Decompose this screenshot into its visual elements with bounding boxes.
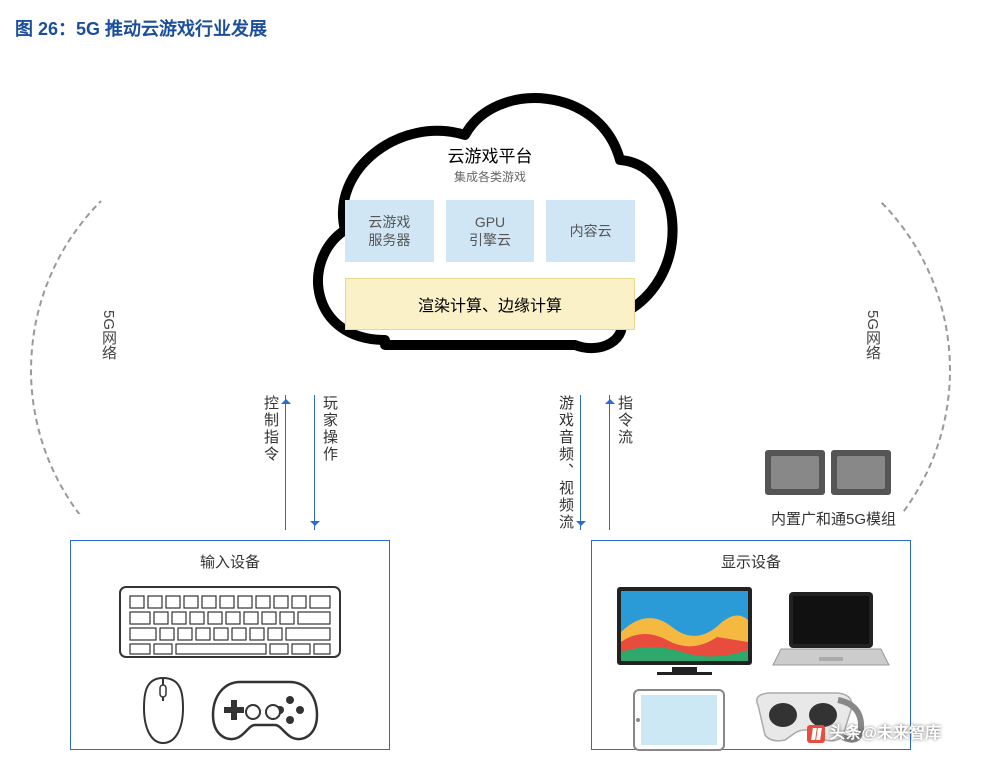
cloud-box-server: 云游戏服务器 (345, 200, 434, 262)
arc-left-label: 5G网络 (98, 310, 119, 360)
cloud-title: 云游戏平台 (290, 142, 690, 167)
keyboard-icon (115, 582, 345, 662)
toutiao-icon (807, 725, 825, 743)
flow-left-up: 控制指令 (260, 395, 286, 530)
cloud-box-row: 云游戏服务器 GPU引擎云 内容云 (345, 200, 635, 262)
figure-number: 图 26： (15, 19, 76, 39)
watermark: 头条@未来智库 (807, 719, 941, 743)
gamepad-icon (205, 670, 325, 750)
arrow-up-icon (609, 395, 610, 530)
cloud-render-box: 渲染计算、边缘计算 (345, 278, 635, 330)
display-device-title: 显示设备 (592, 541, 910, 578)
figure-title-text: 5G 推动云游戏行业发展 (76, 19, 267, 39)
mouse-icon (136, 673, 191, 748)
flow-right-down: 游戏音频、视频流 (555, 395, 581, 531)
input-device-box: 输入设备 (70, 540, 390, 750)
flow-left-down: 玩家操作 (314, 395, 340, 530)
figure-title: 图 26：5G 推动云游戏行业发展 (15, 15, 267, 41)
module-label: 内置广和通5G模组 (771, 508, 896, 529)
flow-right-up: 指令流 (609, 395, 635, 531)
flow-left: 控制指令 玩家操作 (260, 395, 340, 530)
cloud-box-content: 内容云 (546, 200, 635, 262)
input-device-title: 输入设备 (71, 541, 389, 578)
cloud-subtitle: 集成各类游戏 (290, 168, 690, 185)
laptop-icon (771, 587, 891, 672)
chip-icon (831, 450, 891, 495)
cloud-platform: 云游戏平台 集成各类游戏 云游戏服务器 GPU引擎云 内容云 渲染计算、边缘计算 (290, 60, 690, 370)
cloud-box-gpu: GPU引擎云 (446, 200, 535, 262)
arrow-up-icon (285, 395, 286, 530)
arc-right-label: 5G网络 (862, 310, 883, 360)
arrow-down-icon (580, 395, 581, 530)
flow-right: 游戏音频、视频流 指令流 (555, 395, 635, 531)
tv-icon (612, 582, 757, 677)
arrow-down-icon (314, 395, 315, 530)
watermark-text: 头条@未来智库 (829, 725, 941, 742)
module-chips (765, 450, 891, 495)
chip-icon (765, 450, 825, 495)
tablet-icon (629, 685, 729, 755)
